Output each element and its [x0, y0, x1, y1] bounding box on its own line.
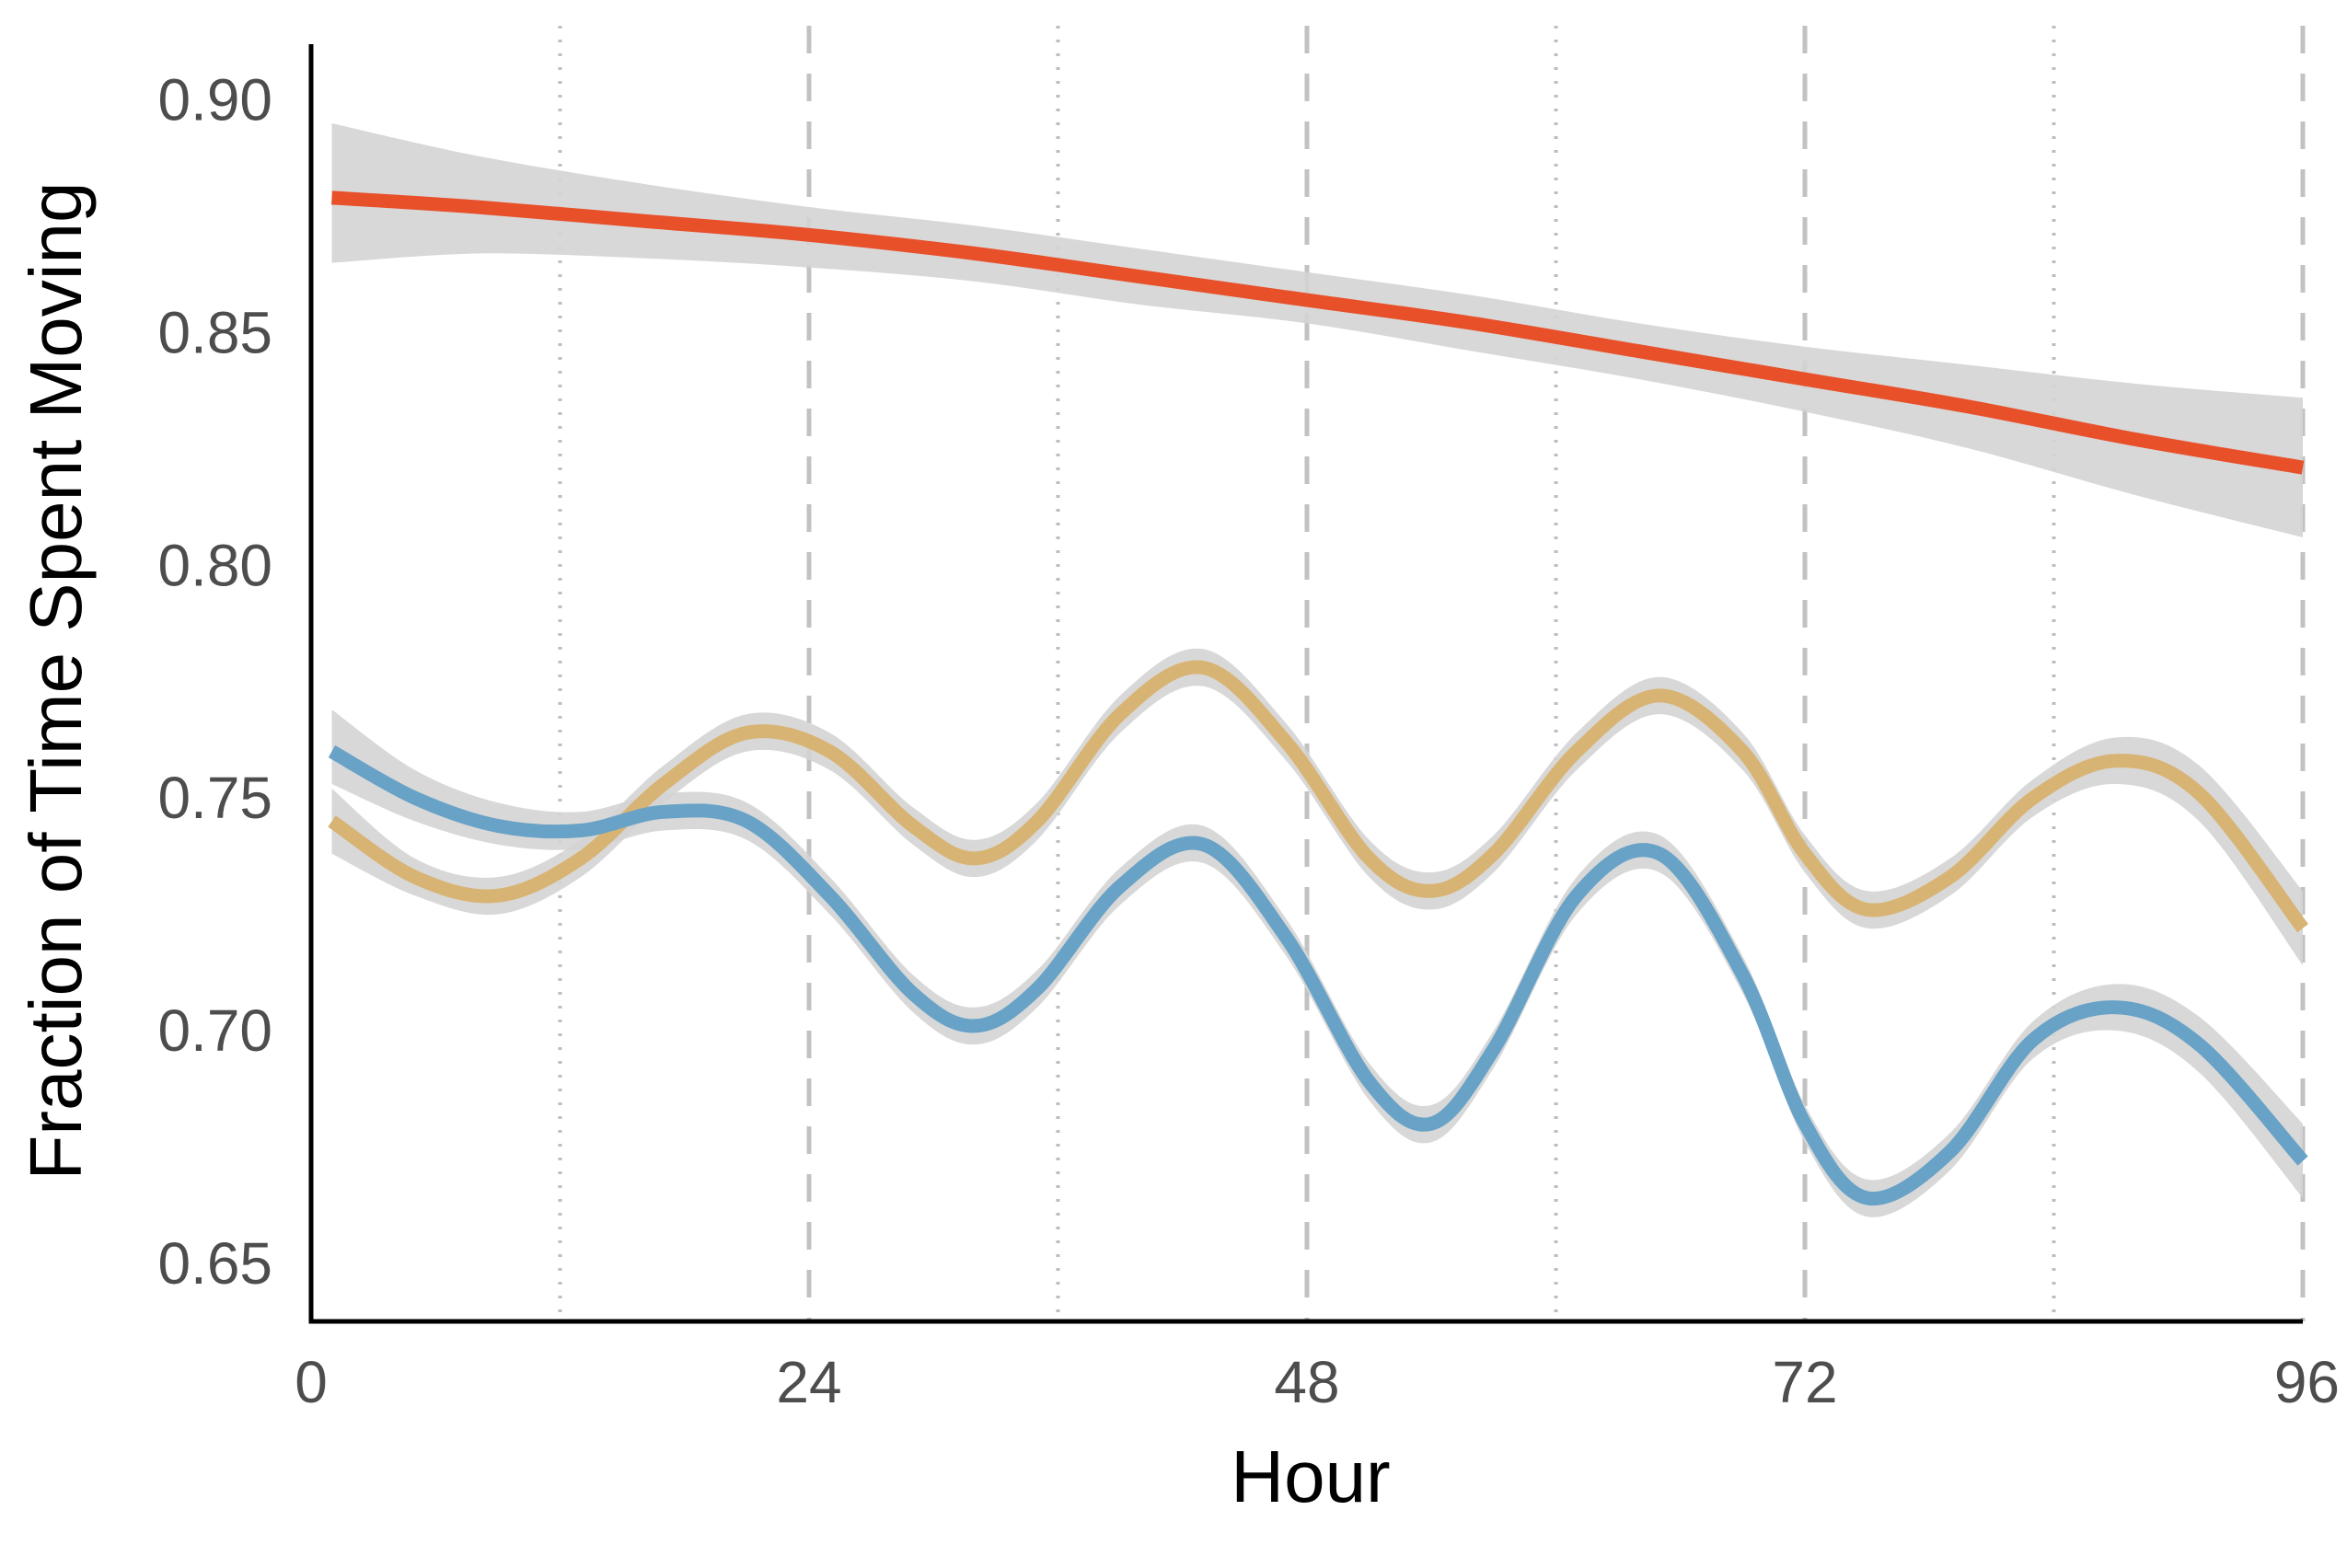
y-tick-label: 0.90 — [157, 67, 272, 133]
x-tick-label: 24 — [776, 1349, 841, 1415]
y-tick-label: 0.70 — [157, 997, 272, 1064]
y-tick-label: 0.85 — [157, 300, 272, 366]
series-line-3 — [328, 745, 2308, 1206]
x-tick-label: 96 — [2274, 1349, 2340, 1415]
confidence-band-1 — [331, 123, 2303, 537]
y-tick-label: 0.65 — [157, 1230, 272, 1297]
x-axis-title: Hour — [1231, 1435, 1390, 1517]
x-tick-label: 0 — [295, 1349, 328, 1415]
x-tick-label: 72 — [1772, 1349, 1837, 1415]
series-line-1 — [331, 190, 2305, 475]
y-axis-title: Fraction of Time Spent Moving — [15, 182, 97, 1181]
y-tick-label: 0.80 — [157, 532, 272, 598]
y-tick-label: 0.75 — [157, 765, 272, 831]
series-line-2 — [328, 660, 2308, 933]
x-tick-label: 48 — [1274, 1349, 1339, 1415]
